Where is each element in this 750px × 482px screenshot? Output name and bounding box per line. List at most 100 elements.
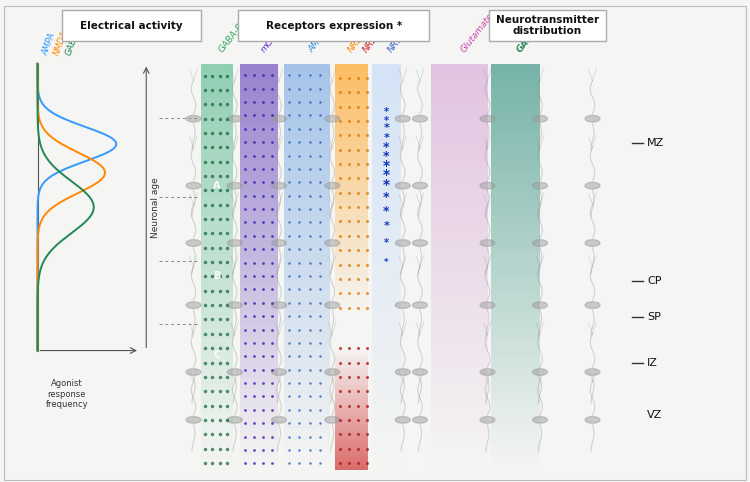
Polygon shape	[532, 115, 548, 122]
Polygon shape	[186, 240, 201, 246]
Bar	[491, 196, 540, 201]
Bar	[431, 186, 488, 191]
Bar	[431, 79, 488, 84]
Bar	[240, 130, 278, 135]
Bar	[240, 191, 278, 196]
Bar	[284, 115, 330, 120]
Bar	[335, 423, 368, 424]
Bar	[284, 191, 330, 196]
Bar	[491, 99, 540, 105]
Bar	[240, 460, 278, 465]
Bar	[201, 297, 232, 302]
Bar	[335, 411, 368, 412]
Bar	[284, 272, 330, 277]
Bar	[201, 292, 232, 297]
Bar	[372, 323, 401, 328]
Bar	[431, 120, 488, 125]
Bar	[201, 465, 232, 470]
Polygon shape	[186, 182, 201, 189]
Bar	[240, 440, 278, 445]
Bar	[240, 414, 278, 419]
Polygon shape	[325, 369, 340, 375]
Bar	[335, 236, 368, 240]
Polygon shape	[585, 302, 600, 308]
Polygon shape	[585, 240, 600, 246]
Bar	[62, 10, 200, 41]
Bar	[335, 442, 368, 444]
Polygon shape	[413, 115, 428, 122]
Polygon shape	[395, 240, 410, 246]
Bar	[372, 343, 401, 348]
Bar	[491, 145, 540, 150]
Bar	[335, 286, 368, 290]
Bar	[431, 206, 488, 211]
Bar	[335, 280, 368, 283]
Bar	[240, 318, 278, 323]
Bar	[240, 115, 278, 120]
Bar	[284, 282, 330, 287]
Bar	[491, 302, 540, 308]
Text: NR2B: NR2B	[346, 29, 369, 54]
Bar	[240, 348, 278, 353]
Bar	[491, 434, 540, 440]
Bar	[284, 394, 330, 399]
Bar	[431, 297, 488, 302]
Polygon shape	[413, 302, 428, 308]
Bar	[491, 191, 540, 196]
Bar	[431, 429, 488, 434]
Text: VZ: VZ	[647, 410, 662, 420]
Bar	[201, 399, 232, 404]
Bar	[372, 89, 401, 94]
Bar	[284, 368, 330, 374]
Bar	[284, 287, 330, 292]
Bar	[489, 10, 606, 41]
Bar	[335, 290, 368, 293]
Bar	[372, 135, 401, 140]
Bar	[491, 399, 540, 404]
Bar	[240, 292, 278, 297]
Bar	[372, 394, 401, 399]
Bar	[240, 267, 278, 272]
Bar	[240, 338, 278, 343]
Bar	[240, 171, 278, 175]
Bar	[372, 160, 401, 165]
Bar	[431, 374, 488, 379]
Bar	[335, 296, 368, 299]
Bar	[335, 377, 368, 379]
Bar	[335, 453, 368, 455]
Bar	[491, 171, 540, 175]
Bar	[372, 368, 401, 374]
Bar	[372, 79, 401, 84]
Bar	[240, 181, 278, 186]
Bar	[240, 455, 278, 460]
Bar	[431, 84, 488, 89]
Bar	[431, 379, 488, 384]
Bar	[240, 211, 278, 216]
Bar	[335, 186, 368, 189]
Bar	[240, 399, 278, 404]
Polygon shape	[480, 302, 495, 308]
Bar	[240, 363, 278, 368]
Bar	[335, 158, 368, 161]
Bar	[240, 384, 278, 389]
Bar	[284, 252, 330, 257]
Text: Glutamate: Glutamate	[459, 11, 495, 54]
Bar	[372, 460, 401, 465]
Bar	[335, 311, 368, 315]
Text: *: *	[382, 178, 390, 192]
Bar	[491, 115, 540, 120]
Bar	[201, 333, 232, 338]
Bar	[240, 247, 278, 252]
Bar	[201, 89, 232, 94]
Bar	[335, 466, 368, 467]
Bar	[372, 99, 401, 105]
Bar	[491, 429, 540, 434]
Bar	[335, 430, 368, 432]
Text: Receptors expression *: Receptors expression *	[266, 21, 402, 30]
Bar	[431, 363, 488, 368]
Bar	[431, 434, 488, 440]
Bar	[372, 292, 401, 297]
Bar	[284, 409, 330, 414]
Text: Electrical activity: Electrical activity	[80, 21, 182, 30]
Bar	[491, 287, 540, 292]
